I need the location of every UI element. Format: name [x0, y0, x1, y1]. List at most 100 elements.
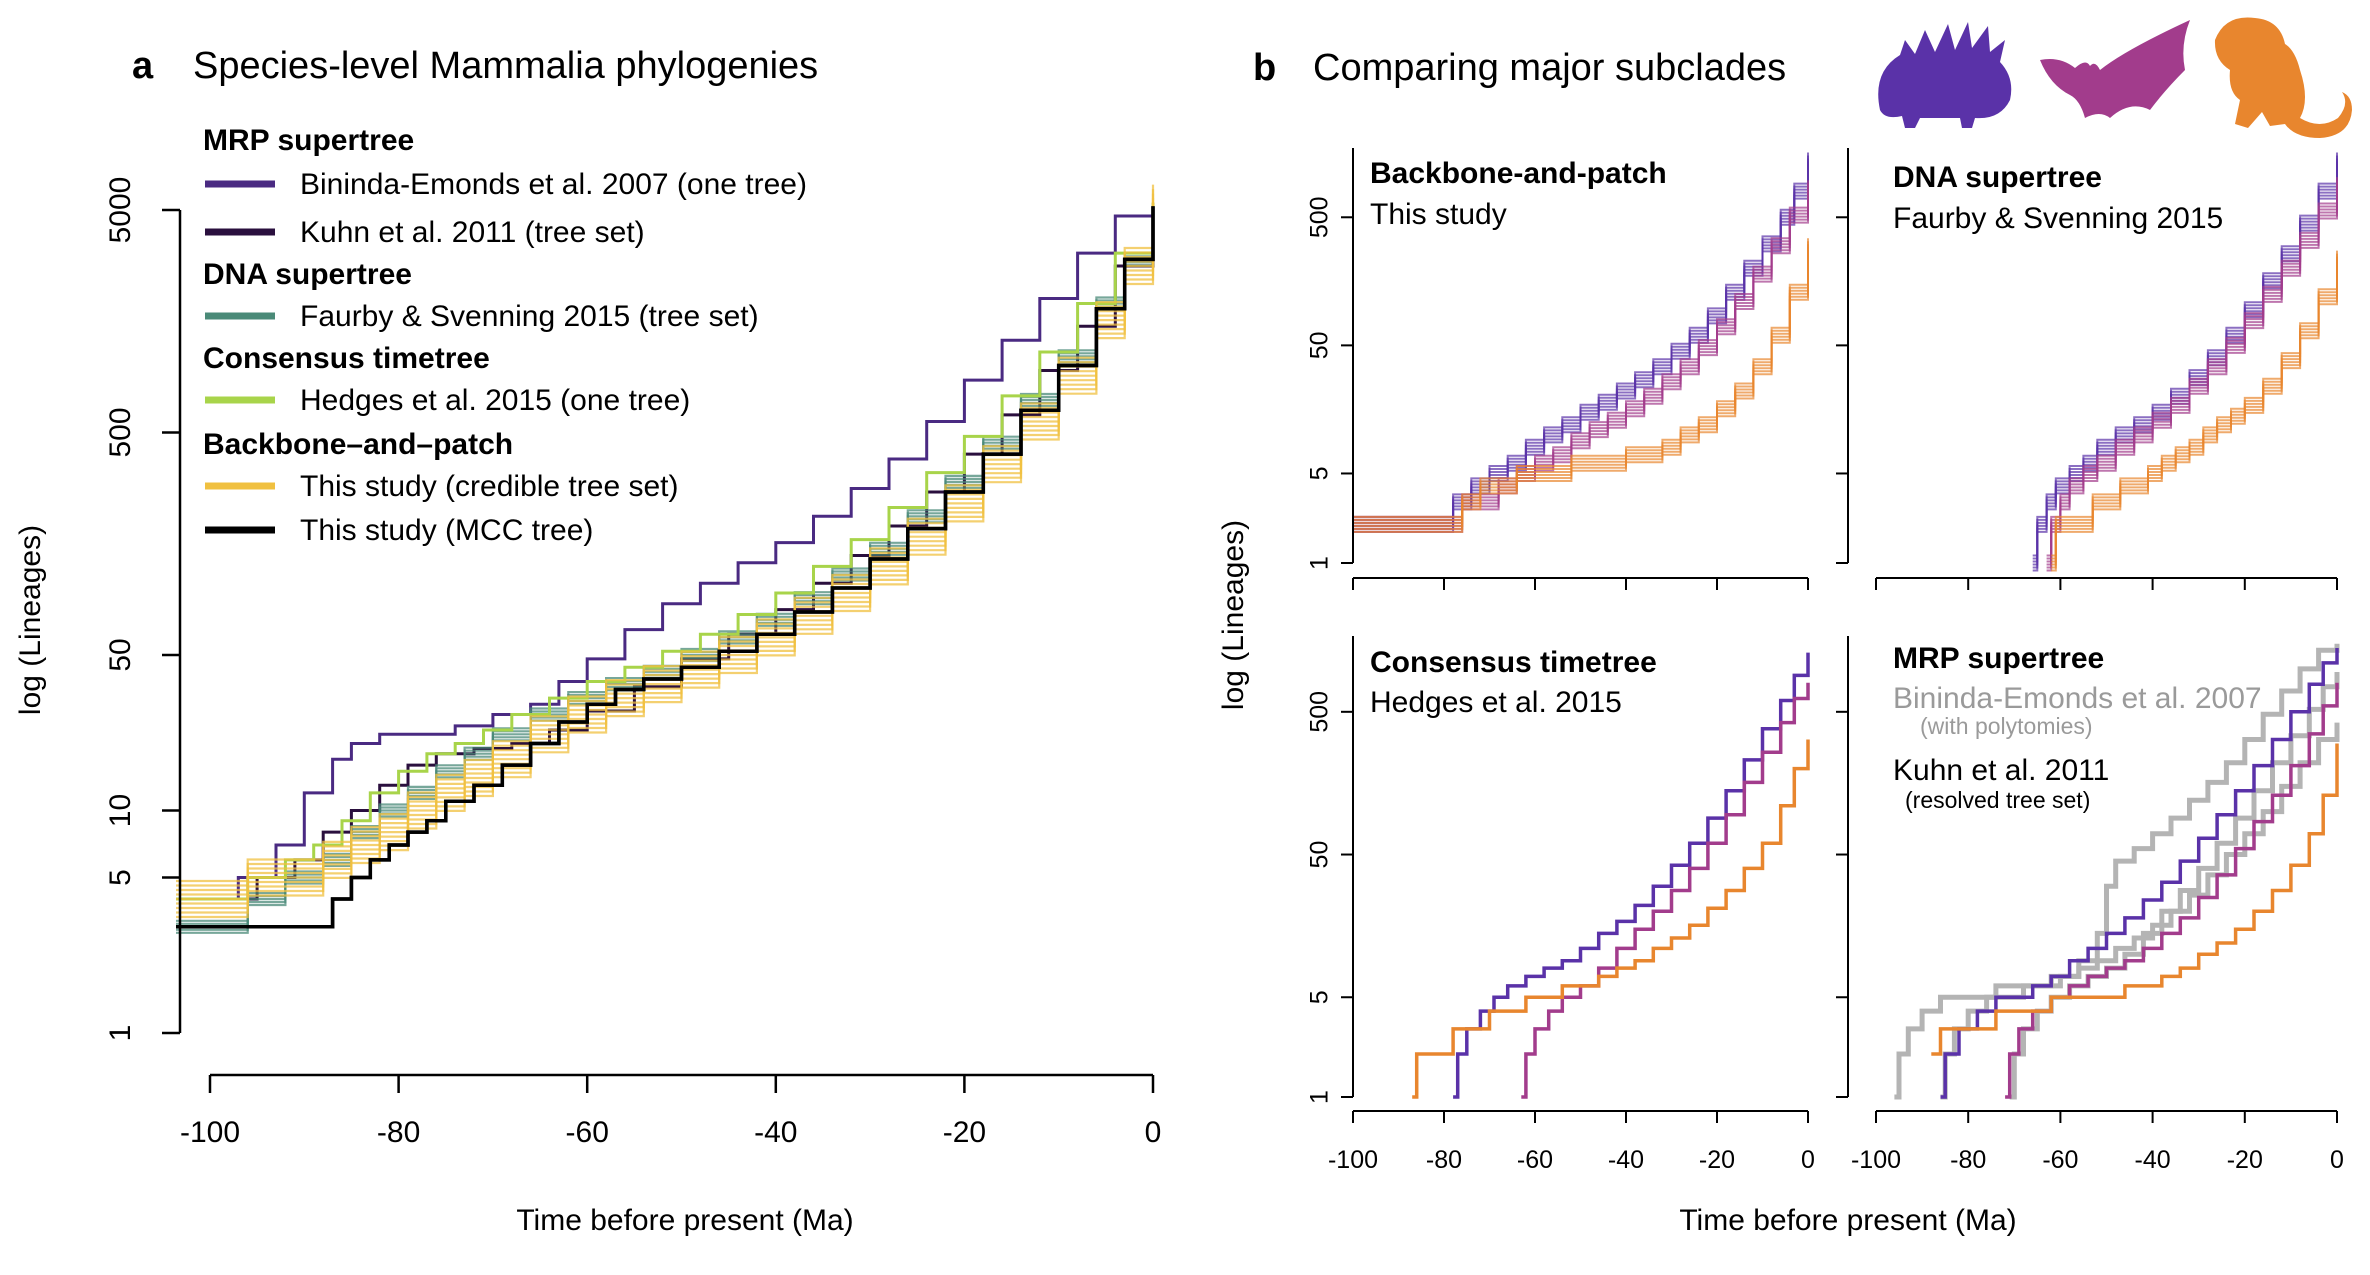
panel-a-legend: MRP supertree Bininda-Emonds et al. 2007 …	[203, 124, 807, 547]
series-bininda-emonds-et-al-2007-one-tree	[176, 206, 1155, 901]
subpanel-4-note-bininda: Bininda-Emonds et al. 2007	[1893, 682, 2262, 715]
y-tick-label: 5	[1306, 990, 1334, 1004]
x-tick-label: -100	[180, 1116, 240, 1149]
subpanel-3-series-1	[1521, 682, 1810, 1099]
subpanel-consensus-timetree: Consensus timetree Hedges et al. 2015	[1370, 646, 1810, 1099]
y-tick-label: 50	[1306, 841, 1334, 869]
subpanel-1-series-1	[1353, 192, 1809, 530]
panel-b-y-label: log (Lineages)	[1217, 520, 1250, 710]
series-this-study-mcc-tree-top	[176, 206, 1155, 929]
subpanel-3-series-2	[1412, 739, 1810, 1099]
subpanel-2-series-2	[2051, 256, 2338, 563]
subpanel-4-series-0	[1894, 643, 2340, 1100]
x-tick-label: 0	[1801, 1146, 1815, 1174]
subpanel-4-note-polytomies: (with polytomies)	[1920, 713, 2093, 739]
subpanel-2-series-2	[2051, 250, 2338, 557]
subpanel-1-series-2	[1353, 244, 1809, 524]
panel-b-x-label: Time before present (Ma)	[1679, 1204, 2016, 1237]
y-tick-label: 1	[1306, 556, 1334, 570]
legend-label-faurby-svenning-2015-tree-set: Faurby & Svenning 2015 (tree set)	[300, 300, 759, 333]
panel-b-axes: 1 5 50 500 1 5 50 500 -100 -80 -60 -40 -20 0 -100 -80 -6…	[1306, 148, 2344, 1174]
subpanel-1-series-1	[1353, 186, 1809, 524]
subpanel-1-series-2	[1353, 247, 1809, 527]
subpanel-2-series-1	[2046, 180, 2338, 560]
subpanel-2-series-2	[2051, 265, 2338, 572]
subpanel-1-series-0	[1353, 152, 1809, 518]
y-tick-label: 5	[104, 869, 137, 886]
x-tick-label: -60	[2042, 1146, 2078, 1174]
x-tick-label: -60	[566, 1116, 609, 1149]
x-tick-label: 0	[2330, 1146, 2344, 1174]
panel-a-x-label: Time before present (Ma)	[516, 1204, 853, 1237]
panel-a-chart: 1 5 10 50 500 5000 -100 -80 -60 -40 -20 0 log (Lin…	[14, 124, 1161, 1237]
y-tick-label: 500	[104, 407, 137, 457]
subpanel-1-series-1	[1353, 183, 1809, 521]
y-tick-label: 500	[1306, 691, 1334, 733]
panel-a-letter: a	[132, 45, 154, 87]
subpanel-2-series-1	[2046, 189, 2338, 569]
subpanel-2-series-2	[2051, 253, 2338, 560]
subpanel-2-series-1	[2046, 186, 2338, 566]
y-tick-label: 10	[104, 794, 137, 827]
y-tick-label: 50	[1306, 331, 1334, 359]
legend-header-dna-supertree: DNA supertree	[203, 258, 412, 291]
x-tick-label: -60	[1517, 1146, 1553, 1174]
subpanel-4-note-kuhn: Kuhn et al. 2011	[1893, 754, 2109, 787]
panel-b-letter: b	[1253, 47, 1276, 89]
y-tick-label: 50	[104, 638, 137, 671]
subpanel-2-series-1	[2046, 183, 2338, 563]
panel-a-y-ticks: 1 5 10 50 500 5000	[104, 177, 180, 1042]
subpanel-1-series-2	[1353, 238, 1809, 518]
subpanel-2-heading: DNA supertree	[1893, 161, 2102, 194]
subpanel-dna-supertree: DNA supertree Faurby & Svenning 2015	[1893, 152, 2338, 572]
subpanel-1-heading: Backbone-and-patch	[1370, 157, 1667, 190]
subpanel-1-subtitle: This study	[1370, 198, 1507, 231]
y-tick-label: 500	[1306, 196, 1334, 238]
subpanel-backbone-and-patch: Backbone-and-patch This study	[1353, 152, 1809, 533]
x-tick-label: -80	[1950, 1146, 1986, 1174]
subpanel-1-series-1	[1353, 189, 1809, 527]
x-tick-label: -40	[1608, 1146, 1644, 1174]
subpanel-2-series-2	[2051, 262, 2338, 569]
bat-icon	[2040, 20, 2190, 118]
monkey-icon	[2214, 17, 2352, 138]
x-tick-label: -80	[1426, 1146, 1462, 1174]
legend-label-this-study-mcc-tree: This study (MCC tree)	[300, 514, 593, 547]
subpanel-4-series-5	[1931, 743, 2339, 1056]
subpanel-3-subtitle: Hedges et al. 2015	[1370, 686, 1622, 719]
legend-label-bininda-emonds-et-al-2007-one-tree: Bininda-Emonds et al. 2007 (one tree)	[300, 168, 807, 201]
subpanel-mrp-supertree: MRP supertree Bininda-Emonds et al. 2007…	[1893, 642, 2340, 1100]
subpanel-1-series-2	[1353, 241, 1809, 521]
legend-label-this-study-credible-tree-set: This study (credible tree set)	[300, 470, 678, 503]
x-tick-label: -20	[1699, 1146, 1735, 1174]
x-tick-label: -40	[754, 1116, 797, 1149]
subpanel-2-series-2	[2051, 259, 2338, 566]
subpanel-1-series-2	[1353, 253, 1809, 533]
subpanel-4-note-resolved: (resolved tree set)	[1905, 787, 2090, 813]
subpanel-1-series-2	[1353, 250, 1809, 530]
y-tick-label: 5000	[104, 177, 137, 244]
subpanel-1-series-lines	[1353, 152, 1809, 533]
subpanel-4-series-lines	[1894, 643, 2340, 1100]
x-tick-label: -20	[2227, 1146, 2263, 1174]
subpanel-4-heading: MRP supertree	[1893, 642, 2104, 675]
subpanel-3-series-0	[1453, 652, 1810, 1099]
subpanel-1-series-0	[1353, 155, 1809, 521]
subpanel-4-series-3	[1940, 648, 2339, 1099]
legend-label-kuhn-et-al-2011-tree-set: Kuhn et al. 2011 (tree set)	[300, 216, 645, 249]
x-tick-label: -80	[377, 1116, 420, 1149]
panel-a-x-ticks: -100 -80 -60 -40 -20 0	[180, 1075, 1161, 1149]
subpanel-4-series-1	[1940, 722, 2340, 1100]
y-tick-label: 5	[1306, 467, 1334, 481]
panel-a-title: Species-level Mammalia phylogenies	[193, 45, 818, 87]
legend-header-backbone-and-patch: Backbone–and–patch	[203, 428, 513, 461]
x-tick-label: 0	[1145, 1116, 1162, 1149]
panel-b-title: Comparing major subclades	[1313, 47, 1786, 89]
subpanel-3-series-lines	[1412, 652, 1810, 1099]
x-tick-label: -100	[1851, 1146, 1901, 1174]
x-tick-label: -20	[943, 1116, 986, 1149]
subpanel-2-series-1	[2046, 177, 2338, 557]
y-tick-label: 1	[104, 1025, 137, 1042]
series-this-study-credible-tree-set-replicate	[176, 220, 1155, 919]
